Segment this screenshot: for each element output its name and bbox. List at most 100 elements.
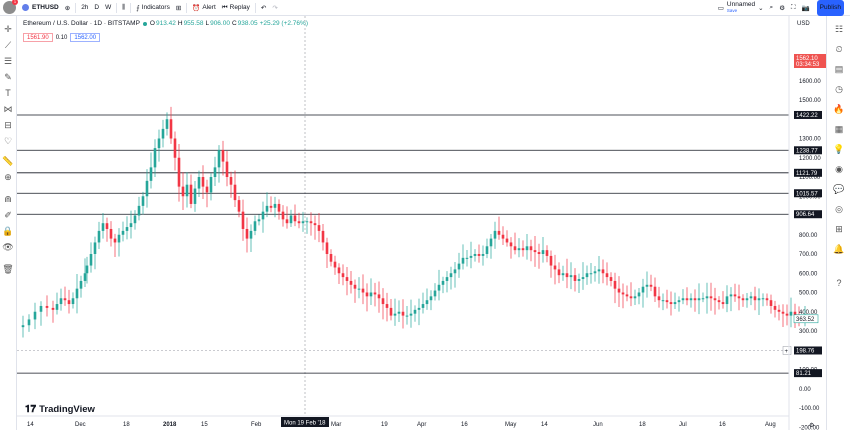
interval-2h[interactable]: 2h [81, 4, 89, 11]
candle-body [285, 219, 289, 224]
fullscreen-button[interactable]: ⛶ [788, 0, 799, 16]
text-icon[interactable]: T [5, 88, 11, 98]
candle-body [497, 230, 501, 235]
candle-body [621, 292, 625, 295]
candle-body [721, 302, 725, 305]
settings-button[interactable]: ⚙ [776, 0, 788, 16]
candle-body [157, 138, 161, 149]
candle-body [345, 277, 349, 281]
candle-body [737, 296, 741, 299]
price-chart[interactable]: 1600.001500.001300.001200.001100.001000.… [17, 16, 826, 430]
high-label: H [177, 20, 183, 27]
candle-body [525, 246, 529, 251]
candle-body [709, 296, 713, 299]
candle-body [101, 223, 105, 231]
heart-icon[interactable]: ♡ [3, 136, 13, 146]
search-button[interactable]: ⌕ [767, 0, 777, 16]
candle-body [605, 273, 609, 278]
data-window-icon[interactable]: ▤ [834, 64, 844, 74]
interval-1d[interactable]: D [94, 4, 100, 11]
fib-retracement-icon[interactable]: ☰ [3, 56, 13, 66]
last-close-label: 363.52 [796, 317, 815, 323]
candle-body [705, 296, 709, 299]
streams-icon[interactable]: ◉ [835, 164, 843, 174]
eye-icon[interactable]: 👁 [2, 242, 14, 252]
help-icon[interactable]: ? [836, 278, 842, 288]
candle-body [753, 296, 757, 301]
compare-symbol-button[interactable]: ⊕ [62, 0, 73, 16]
alert-button[interactable]: ⏰ Alert [189, 0, 218, 16]
level-price-label: 1121.79 [796, 171, 818, 177]
sell-button[interactable]: 1561.90 [23, 33, 53, 42]
candle-body [761, 298, 765, 300]
candle-body [55, 304, 59, 310]
calendar-icon[interactable]: ▦ [834, 124, 844, 134]
magnet-icon[interactable]: ⋒ [4, 194, 12, 204]
keep-drawing-icon[interactable]: ✐ [4, 210, 12, 220]
notifications-bell-icon[interactable]: 🔔 [833, 244, 845, 254]
candle-body [453, 269, 457, 274]
candle-body [733, 294, 737, 297]
chat-icon[interactable]: 💬 [833, 184, 845, 194]
candle-body [545, 250, 549, 256]
candle-body [209, 177, 213, 193]
crosshair-price-tag [794, 346, 822, 355]
candle-body [117, 234, 121, 243]
publish-button[interactable]: Publish [816, 0, 844, 16]
candle-body [297, 221, 301, 224]
prediction-icon[interactable]: ⊟ [4, 120, 12, 130]
redo-button[interactable]: ↷ [269, 0, 280, 16]
price-tick-label: 400.00 [799, 310, 818, 316]
alerts-clock-icon[interactable]: ⏲ [835, 44, 843, 54]
last-close-tag [793, 314, 819, 324]
crosshair-icon[interactable]: ✛ [4, 24, 12, 34]
candle-body [569, 275, 573, 278]
lock-icon[interactable]: 🔒 [2, 226, 14, 236]
time-tick-label: Apr [417, 422, 426, 428]
trend-line-icon[interactable]: ⟋ [4, 40, 12, 50]
interval-1w[interactable]: W [105, 4, 112, 11]
replay-button[interactable]: ⏮ Replay [219, 0, 253, 16]
user-avatar[interactable]: 1 [3, 0, 18, 14]
candle-body [141, 196, 145, 206]
grid-layout-icon[interactable]: ⊞ [835, 224, 843, 234]
pattern-icon[interactable]: ⋈ [3, 104, 13, 114]
price-tick-label: 1500.00 [799, 98, 821, 104]
snapshot-button[interactable]: 📷 [799, 0, 813, 16]
indicators-button[interactable]: ⨍ Indicators [133, 0, 173, 16]
spread-value: 0.10 [55, 34, 68, 41]
candle-body [789, 311, 793, 316]
open-label: O [149, 20, 155, 27]
watchlist-icon[interactable]: ☷ [834, 24, 844, 34]
candle-body [121, 230, 125, 235]
candle-body [393, 313, 397, 316]
zoom-in-icon[interactable]: ⊕ [4, 172, 12, 182]
time-tick-label: 14 [27, 422, 34, 428]
candle-body [229, 177, 233, 185]
chart-type-button[interactable]: ⫼ [119, 0, 128, 16]
chart-pane[interactable]: 1600.001500.001300.001200.001100.001000.… [17, 16, 826, 430]
trash-icon[interactable]: 🗑 [2, 264, 14, 274]
broadcast-icon[interactable]: ◎ [835, 204, 843, 214]
buy-button[interactable]: 1562.00 [70, 33, 101, 42]
fullscreen-icon: ⛶ [791, 3, 796, 11]
ruler-icon[interactable]: 📏 [2, 156, 14, 166]
candle-body [685, 298, 689, 301]
ideas-lightbulb-icon[interactable]: 💡 [833, 144, 845, 154]
brush-icon[interactable]: ✎ [4, 72, 12, 82]
undo-button[interactable]: ↶ [258, 0, 269, 16]
symbol-search-button[interactable]: ETHUSD [19, 0, 62, 16]
fire-icon[interactable]: 🔥 [833, 104, 845, 114]
candle-body [553, 265, 557, 270]
level-price-tag [794, 369, 822, 378]
price-tick-label: 600.00 [799, 271, 818, 277]
alarm-clock-icon: ⏰ [192, 4, 201, 12]
candle-body [701, 298, 705, 300]
hotlists-icon[interactable]: ◷ [835, 84, 843, 94]
time-tick-label: Mar [331, 422, 341, 428]
tradingview-logo-icon: 𝟏𝟕 [25, 404, 37, 415]
candle-body [161, 128, 165, 139]
layout-button[interactable]: ▭ Unnamed Save ⌄ [715, 0, 767, 16]
templates-button[interactable]: ⊞ [173, 0, 184, 16]
candle-body [677, 300, 681, 303]
